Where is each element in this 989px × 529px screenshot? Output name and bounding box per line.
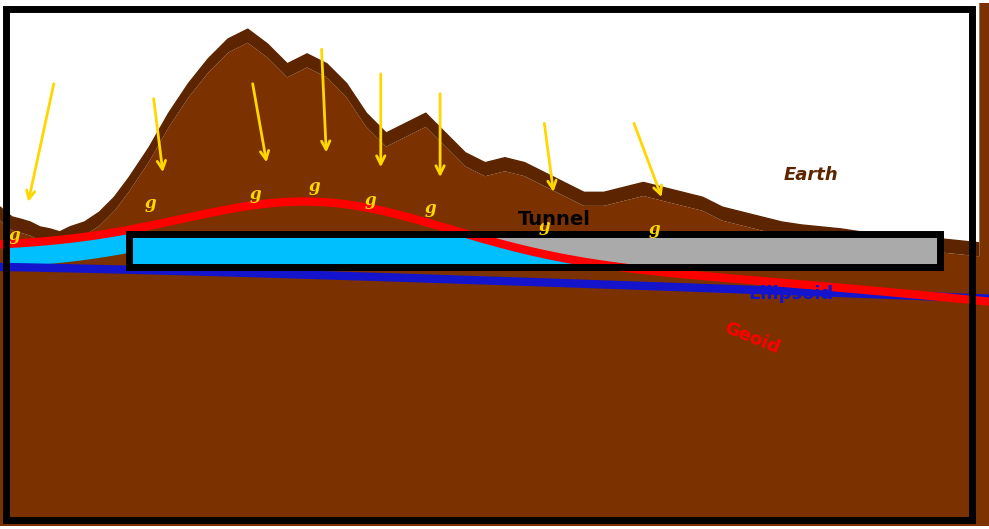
Text: Earth: Earth bbox=[783, 166, 839, 184]
Text: g: g bbox=[365, 192, 377, 209]
Text: Tunnel: Tunnel bbox=[517, 210, 590, 229]
Text: Ellipsoid: Ellipsoid bbox=[749, 285, 834, 303]
Text: g: g bbox=[9, 227, 21, 244]
Bar bbox=[129, 234, 940, 267]
Bar bbox=[129, 234, 940, 267]
Text: g: g bbox=[424, 200, 436, 217]
Text: g: g bbox=[309, 178, 320, 195]
Text: g: g bbox=[144, 195, 156, 212]
Text: g: g bbox=[538, 217, 550, 234]
Text: g: g bbox=[649, 222, 661, 239]
Text: g: g bbox=[249, 186, 261, 203]
Text: Geoid: Geoid bbox=[721, 319, 782, 358]
